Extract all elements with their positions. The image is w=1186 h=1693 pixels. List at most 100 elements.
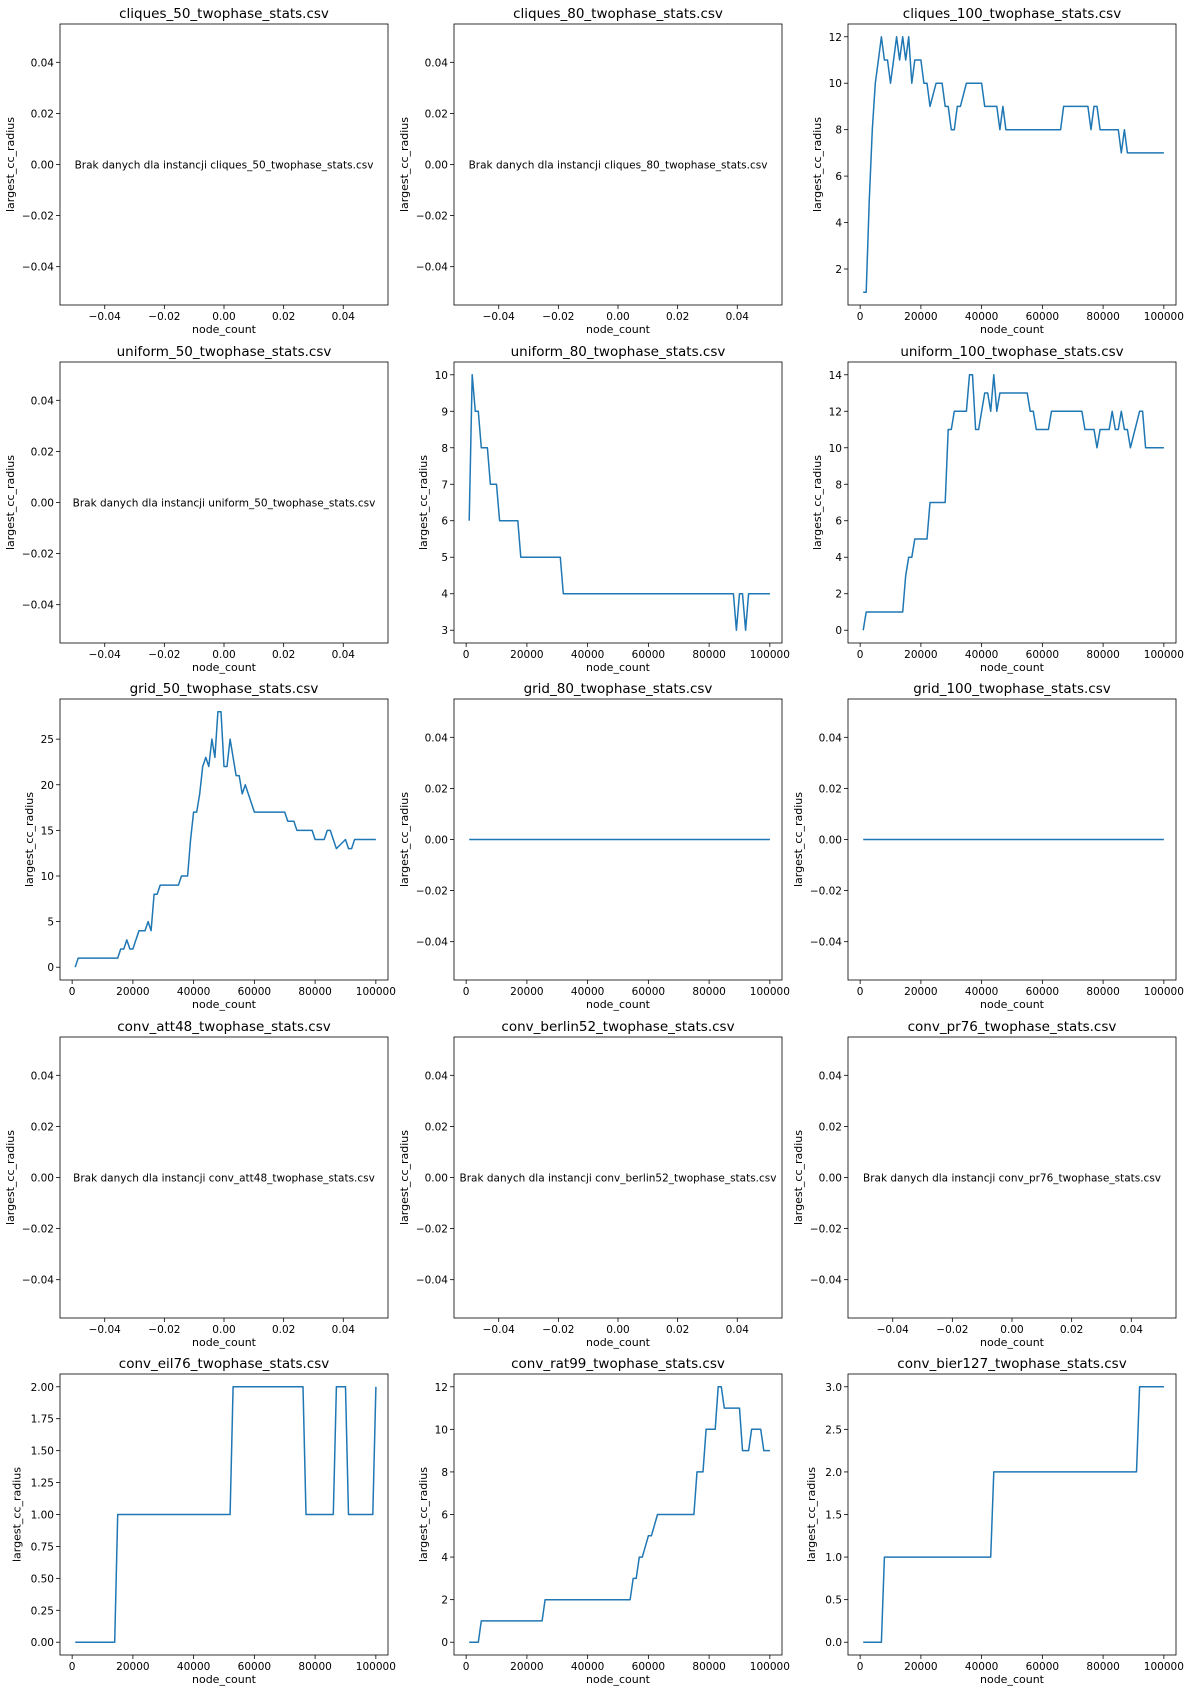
y-tick-label: −0.04: [416, 937, 448, 949]
subplot: uniform_50_twophase_stats.csv −0.04 −0.02 0…: [4, 344, 389, 674]
y-axis-label: largest_cc_radius: [792, 792, 805, 887]
x-tick-label: 20000: [510, 1661, 543, 1673]
x-tick-label: 0: [463, 649, 470, 661]
y-tick-label: 8: [441, 443, 448, 455]
y-tick-label: −0.04: [810, 1275, 842, 1287]
series-line: [863, 36, 1164, 293]
y-tick-label: 0.00: [425, 835, 448, 847]
x-tick-label: 0.02: [272, 1324, 295, 1336]
y-tick-label: 6: [441, 1510, 448, 1522]
y-tick-label: 25: [41, 734, 54, 746]
y-axis-label: largest_cc_radius: [417, 1467, 430, 1562]
axes-frame: [847, 1373, 1177, 1656]
subplot-title: grid_50_twophase_stats.csv: [130, 681, 319, 697]
x-tick-label: 0: [463, 1661, 470, 1673]
x-tick-label: 40000: [177, 986, 210, 998]
y-tick-label: 6: [441, 516, 448, 528]
subplot-title: grid_100_twophase_stats.csv: [913, 681, 1110, 697]
x-tick-label: 100000: [1144, 311, 1184, 323]
x-axis-label: node_count: [586, 1673, 651, 1686]
x-tick-label: 0: [857, 649, 864, 661]
y-tick-label: −0.02: [416, 1224, 448, 1236]
x-tick-label: 20000: [904, 986, 937, 998]
x-tick-label: 100000: [1144, 1661, 1184, 1673]
y-tick-label: 1.5: [825, 1510, 842, 1522]
y-tick-label: 3: [441, 625, 448, 637]
y-tick-label: 5: [441, 552, 448, 564]
x-tick-label: 60000: [632, 1661, 665, 1673]
subplot: grid_50_twophase_stats.csv 0 20000 40000 600…: [23, 681, 396, 1011]
x-tick-label: 40000: [571, 1661, 604, 1673]
x-tick-label: 100000: [750, 1661, 790, 1673]
y-axis-label: largest_cc_radius: [398, 117, 411, 212]
y-tick-label: 10: [829, 78, 842, 90]
y-tick-label: −0.04: [416, 262, 448, 274]
x-tick-label: 40000: [965, 1661, 998, 1673]
x-tick-label: 20000: [116, 1661, 149, 1673]
x-tick-label: 0.04: [726, 1324, 750, 1336]
y-tick-label: 0.04: [31, 57, 55, 69]
y-tick-label: 12: [829, 32, 842, 44]
subplot-title: uniform_80_twophase_stats.csv: [511, 344, 726, 360]
x-tick-label: 80000: [1086, 986, 1119, 998]
y-tick-label: 2.00: [31, 1382, 54, 1394]
series-line: [863, 1386, 1164, 1643]
y-tick-label: 0.04: [31, 1070, 55, 1082]
subplot-title: conv_bier127_twophase_stats.csv: [897, 1356, 1126, 1372]
subplot-title: conv_eil76_twophase_stats.csv: [119, 1356, 329, 1372]
x-tick-label: 0: [857, 311, 864, 323]
y-tick-label: −0.02: [810, 886, 842, 898]
x-axis-label: node_count: [586, 998, 651, 1011]
y-tick-label: 0.02: [425, 108, 448, 120]
y-tick-label: 0.25: [31, 1605, 54, 1617]
y-axis-label: largest_cc_radius: [398, 792, 411, 887]
y-tick-label: 2: [835, 589, 842, 601]
x-tick-label: −0.02: [148, 1324, 180, 1336]
y-tick-label: 1.0: [825, 1552, 842, 1564]
subplot-title: conv_att48_twophase_stats.csv: [117, 1019, 331, 1035]
y-tick-label: −0.04: [22, 1275, 54, 1287]
x-tick-label: 100000: [356, 986, 396, 998]
x-tick-label: 80000: [298, 1661, 331, 1673]
subplot: cliques_80_twophase_stats.csv −0.04 −0.02 0…: [398, 6, 783, 336]
y-tick-label: 2: [835, 264, 842, 276]
subplot: uniform_80_twophase_stats.csv 0 20000 40000…: [417, 344, 790, 674]
x-tick-label: −0.04: [89, 1324, 121, 1336]
y-axis-label: largest_cc_radius: [811, 455, 824, 550]
subplot: uniform_100_twophase_stats.csv 0 20000 4000…: [811, 344, 1184, 674]
x-tick-label: 60000: [632, 649, 665, 661]
x-tick-label: 0.00: [212, 1324, 235, 1336]
y-tick-label: 4: [835, 218, 842, 230]
y-tick-label: −0.02: [416, 886, 448, 898]
y-tick-label: 0.02: [425, 783, 448, 795]
x-tick-label: 40000: [177, 1661, 210, 1673]
axes-frame: [847, 23, 1177, 306]
x-axis-label: node_count: [980, 323, 1045, 336]
x-tick-label: 40000: [965, 986, 998, 998]
series-line: [862, 374, 1164, 631]
y-axis-label: largest_cc_radius: [23, 792, 36, 887]
x-tick-label: −0.02: [542, 1324, 574, 1336]
subplot: grid_80_twophase_stats.csv 0 20000 40000 600…: [398, 681, 790, 1011]
y-tick-label: 1.50: [31, 1446, 54, 1458]
subplot-title: uniform_50_twophase_stats.csv: [117, 344, 332, 360]
y-tick-label: 1.00: [31, 1510, 54, 1522]
x-tick-label: 0: [857, 986, 864, 998]
series-line: [469, 1386, 770, 1643]
x-tick-label: 80000: [1086, 649, 1119, 661]
y-tick-label: 2.0: [825, 1467, 842, 1479]
x-tick-label: 60000: [238, 1661, 271, 1673]
x-tick-label: −0.04: [89, 649, 121, 661]
x-tick-label: 0.02: [272, 649, 295, 661]
y-tick-label: 0.02: [31, 446, 54, 458]
y-tick-label: 0.00: [31, 160, 54, 172]
y-tick-label: −0.04: [810, 937, 842, 949]
y-axis-label: largest_cc_radius: [792, 1130, 805, 1225]
y-tick-label: 0.00: [819, 1173, 842, 1185]
subplot-title: conv_rat99_twophase_stats.csv: [511, 1356, 725, 1372]
x-tick-label: 0.02: [1060, 1324, 1083, 1336]
no-data-message: Brak danych dla instancji cliques_50_two…: [75, 160, 374, 172]
axes-frame: [453, 1373, 783, 1656]
no-data-message: Brak danych dla instancji cliques_80_two…: [469, 160, 768, 172]
